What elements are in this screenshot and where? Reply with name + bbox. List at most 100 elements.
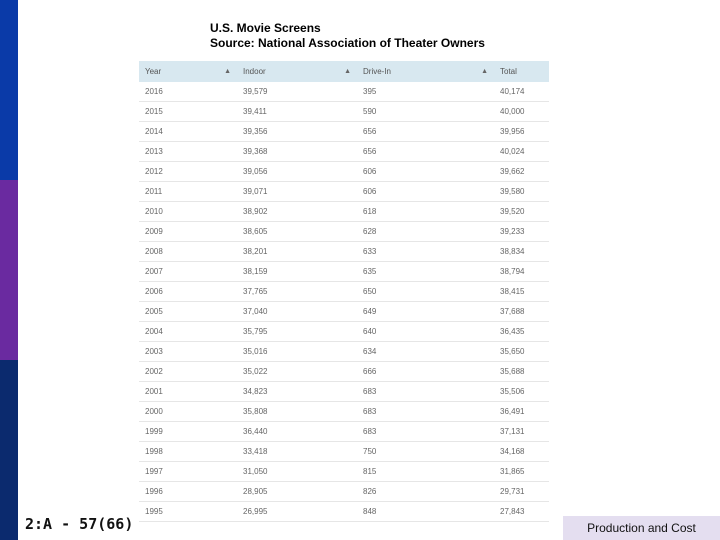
cell-indoor: 39,356 <box>237 121 357 142</box>
table-row: 2006 37,765 650 38,415 <box>139 281 549 302</box>
table-row: 2014 39,356 656 39,956 <box>139 121 549 142</box>
slide-title: U.S. Movie Screens Source: National Asso… <box>210 21 485 51</box>
table-row: 2007 38,159 635 38,794 <box>139 261 549 282</box>
cell-indoor: 38,201 <box>237 241 357 262</box>
slide-number: 2:A - 57(66) <box>25 515 134 533</box>
column-header-label: Total <box>500 67 517 76</box>
cell-year: 2005 <box>139 301 237 322</box>
cell-total: 35,688 <box>494 361 549 382</box>
cell-drive-in: 633 <box>357 241 494 262</box>
cell-total: 36,435 <box>494 321 549 342</box>
cell-indoor: 33,418 <box>237 441 357 462</box>
cell-drive-in: 750 <box>357 441 494 462</box>
cell-total: 27,843 <box>494 501 549 522</box>
column-header-total[interactable]: Total <box>494 61 549 82</box>
table-row: 1995 26,995 848 27,843 <box>139 501 549 522</box>
cell-year: 1996 <box>139 481 237 502</box>
column-header-drive-in[interactable]: Drive-In ▲︎ <box>357 61 494 82</box>
cell-drive-in: 815 <box>357 461 494 482</box>
cell-total: 39,956 <box>494 121 549 142</box>
cell-indoor: 26,995 <box>237 501 357 522</box>
table-row: 2015 39,411 590 40,000 <box>139 101 549 122</box>
cell-total: 40,024 <box>494 141 549 162</box>
cell-year: 2012 <box>139 161 237 182</box>
table-row: 1996 28,905 826 29,731 <box>139 481 549 502</box>
sidebar-middle-band <box>0 180 18 360</box>
cell-drive-in: 640 <box>357 321 494 342</box>
cell-year: 2014 <box>139 121 237 142</box>
column-header-label: Year <box>145 67 162 76</box>
cell-year: 2008 <box>139 241 237 262</box>
cell-indoor: 38,605 <box>237 221 357 242</box>
cell-indoor: 39,071 <box>237 181 357 202</box>
cell-total: 39,233 <box>494 221 549 242</box>
table-row: 2000 35,808 683 36,491 <box>139 401 549 422</box>
cell-drive-in: 656 <box>357 121 494 142</box>
cell-total: 35,650 <box>494 341 549 362</box>
cell-drive-in: 606 <box>357 181 494 202</box>
cell-year: 2015 <box>139 101 237 122</box>
table-body: 2016 39,579 395 40,174 2015 39,411 590 40,000 20… <box>139 82 549 522</box>
cell-indoor: 34,823 <box>237 381 357 402</box>
sort-icon[interactable]: ▲︎ <box>481 68 488 75</box>
table-row: 1997 31,050 815 31,865 <box>139 461 549 482</box>
cell-year: 2004 <box>139 321 237 342</box>
cell-indoor: 38,902 <box>237 201 357 222</box>
cell-indoor: 37,040 <box>237 301 357 322</box>
column-header-indoor[interactable]: Indoor ▲︎ <box>237 61 357 82</box>
cell-drive-in: 395 <box>357 82 494 102</box>
cell-drive-in: 683 <box>357 381 494 402</box>
cell-total: 35,506 <box>494 381 549 402</box>
cell-total: 29,731 <box>494 481 549 502</box>
cell-indoor: 31,050 <box>237 461 357 482</box>
cell-total: 39,520 <box>494 201 549 222</box>
cell-indoor: 37,765 <box>237 281 357 302</box>
table-row: 2011 39,071 606 39,580 <box>139 181 549 202</box>
cell-drive-in: 634 <box>357 341 494 362</box>
table-row: 2004 35,795 640 36,435 <box>139 321 549 342</box>
table-row: 2010 38,902 618 39,520 <box>139 201 549 222</box>
cell-drive-in: 656 <box>357 141 494 162</box>
cell-drive-in: 590 <box>357 101 494 122</box>
cell-indoor: 39,579 <box>237 82 357 102</box>
cell-indoor: 35,016 <box>237 341 357 362</box>
cell-drive-in: 650 <box>357 281 494 302</box>
cell-indoor: 39,056 <box>237 161 357 182</box>
table-row: 2005 37,040 649 37,688 <box>139 301 549 322</box>
cell-drive-in: 618 <box>357 201 494 222</box>
table-row: 2016 39,579 395 40,174 <box>139 82 549 102</box>
cell-total: 39,580 <box>494 181 549 202</box>
table-row: 2013 39,368 656 40,024 <box>139 141 549 162</box>
cell-year: 2002 <box>139 361 237 382</box>
cell-total: 39,662 <box>494 161 549 182</box>
sort-icon[interactable]: ▲︎ <box>224 68 231 75</box>
column-header-year[interactable]: Year ▲︎ <box>139 61 237 82</box>
cell-indoor: 39,411 <box>237 101 357 122</box>
cell-total: 37,688 <box>494 301 549 322</box>
table-row: 2008 38,201 633 38,834 <box>139 241 549 262</box>
column-header-label: Indoor <box>243 67 266 76</box>
footer-label: Production and Cost <box>563 516 720 540</box>
sidebar-top-band <box>0 0 18 180</box>
cell-total: 31,865 <box>494 461 549 482</box>
sort-icon[interactable]: ▲︎ <box>344 68 351 75</box>
cell-drive-in: 635 <box>357 261 494 282</box>
table-row: 2003 35,016 634 35,650 <box>139 341 549 362</box>
cell-year: 1997 <box>139 461 237 482</box>
cell-year: 2009 <box>139 221 237 242</box>
cell-drive-in: 826 <box>357 481 494 502</box>
title-line: U.S. Movie Screens <box>210 21 321 35</box>
cell-year: 2007 <box>139 261 237 282</box>
cell-drive-in: 848 <box>357 501 494 522</box>
table-row: 1999 36,440 683 37,131 <box>139 421 549 442</box>
table-row: 2002 35,022 666 35,688 <box>139 361 549 382</box>
table-row: 2009 38,605 628 39,233 <box>139 221 549 242</box>
cell-total: 36,491 <box>494 401 549 422</box>
table-row: 1998 33,418 750 34,168 <box>139 441 549 462</box>
cell-year: 1999 <box>139 421 237 442</box>
cell-year: 2010 <box>139 201 237 222</box>
cell-year: 1995 <box>139 501 237 522</box>
cell-indoor: 38,159 <box>237 261 357 282</box>
cell-total: 38,794 <box>494 261 549 282</box>
cell-indoor: 39,368 <box>237 141 357 162</box>
